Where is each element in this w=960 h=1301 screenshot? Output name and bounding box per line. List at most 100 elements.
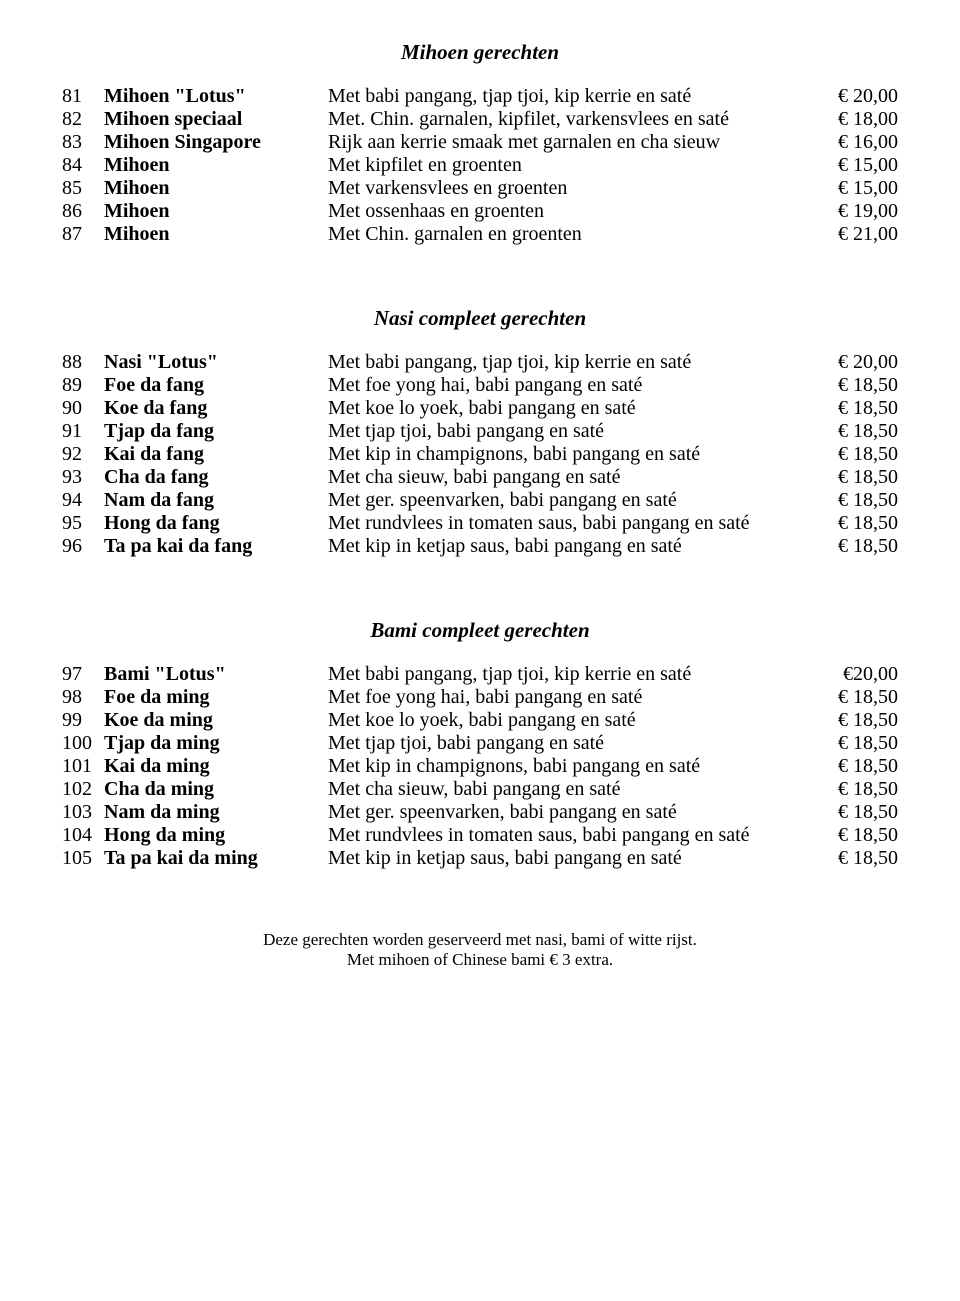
item-description: Met cha sieuw, babi pangang en saté <box>326 466 806 489</box>
menu-row: 105Ta pa kai da mingMet kip in ketjap sa… <box>60 847 900 870</box>
menu-row: 97Bami "Lotus"Met babi pangang, tjap tjo… <box>60 663 900 686</box>
item-price: € 18,50 <box>806 847 900 870</box>
menu-row: 91Tjap da fangMet tjap tjoi, babi pangan… <box>60 420 900 443</box>
item-number: 87 <box>60 223 102 246</box>
item-description: Met. Chin. garnalen, kipfilet, varkensvl… <box>326 108 806 131</box>
menu-row: 96Ta pa kai da fangMet kip in ketjap sau… <box>60 535 900 558</box>
section-title: Mihoen gerechten <box>60 40 900 65</box>
menu-row: 95Hong da fangMet rundvlees in tomaten s… <box>60 512 900 535</box>
item-number: 102 <box>60 778 102 801</box>
menu-row: 99Koe da mingMet koe lo yoek, babi panga… <box>60 709 900 732</box>
item-number: 93 <box>60 466 102 489</box>
menu-row: 87MihoenMet Chin. garnalen en groenten€ … <box>60 223 900 246</box>
item-name: Koe da ming <box>102 709 326 732</box>
menu-row: 85MihoenMet varkensvlees en groenten€ 15… <box>60 177 900 200</box>
item-price: € 18,50 <box>806 420 900 443</box>
item-description: Met koe lo yoek, babi pangang en saté <box>326 709 806 732</box>
item-name: Kai da fang <box>102 443 326 466</box>
footer-line-2: Met mihoen of Chinese bami € 3 extra. <box>347 950 613 969</box>
menu-row: 101Kai da mingMet kip in champignons, ba… <box>60 755 900 778</box>
item-price: € 15,00 <box>806 177 900 200</box>
item-price: € 18,50 <box>806 512 900 535</box>
menu-row: 93Cha da fangMet cha sieuw, babi pangang… <box>60 466 900 489</box>
item-number: 101 <box>60 755 102 778</box>
item-name: Mihoen <box>102 200 326 223</box>
section-title: Bami compleet gerechten <box>60 618 900 643</box>
item-name: Cha da ming <box>102 778 326 801</box>
item-description: Met babi pangang, tjap tjoi, kip kerrie … <box>326 85 806 108</box>
item-name: Bami "Lotus" <box>102 663 326 686</box>
item-name: Mihoen "Lotus" <box>102 85 326 108</box>
item-number: 95 <box>60 512 102 535</box>
item-price: € 18,50 <box>806 732 900 755</box>
item-number: 83 <box>60 131 102 154</box>
menu-row: 83Mihoen SingaporeRijk aan kerrie smaak … <box>60 131 900 154</box>
menu-row: 104Hong da mingMet rundvlees in tomaten … <box>60 824 900 847</box>
item-price: € 18,50 <box>806 374 900 397</box>
item-description: Met kip in ketjap saus, babi pangang en … <box>326 847 806 870</box>
item-description: Met ger. speenvarken, babi pangang en sa… <box>326 801 806 824</box>
item-name: Ta pa kai da ming <box>102 847 326 870</box>
item-number: 100 <box>60 732 102 755</box>
item-price: € 18,50 <box>806 686 900 709</box>
item-number: 85 <box>60 177 102 200</box>
item-name: Mihoen <box>102 177 326 200</box>
menu-row: 100Tjap da mingMet tjap tjoi, babi panga… <box>60 732 900 755</box>
item-price: € 15,00 <box>806 154 900 177</box>
item-name: Mihoen <box>102 154 326 177</box>
item-number: 91 <box>60 420 102 443</box>
footer-line-1: Deze gerechten worden geserveerd met nas… <box>263 930 697 949</box>
item-number: 82 <box>60 108 102 131</box>
item-description: Met ossenhaas en groenten <box>326 200 806 223</box>
item-description: Met ger. speenvarken, babi pangang en sa… <box>326 489 806 512</box>
item-description: Met cha sieuw, babi pangang en saté <box>326 778 806 801</box>
item-number: 92 <box>60 443 102 466</box>
footer-note: Deze gerechten worden geserveerd met nas… <box>60 930 900 971</box>
item-price: € 18,50 <box>806 535 900 558</box>
item-price: € 18,50 <box>806 709 900 732</box>
item-price: € 18,50 <box>806 801 900 824</box>
menu-row: 94Nam da fangMet ger. speenvarken, babi … <box>60 489 900 512</box>
menu-row: 82Mihoen speciaalMet. Chin. garnalen, ki… <box>60 108 900 131</box>
item-price: € 20,00 <box>806 85 900 108</box>
item-name: Cha da fang <box>102 466 326 489</box>
item-price: € 18,50 <box>806 489 900 512</box>
item-name: Koe da fang <box>102 397 326 420</box>
menu-row: 90Koe da fangMet koe lo yoek, babi panga… <box>60 397 900 420</box>
item-description: Met rundvlees in tomaten saus, babi pang… <box>326 824 806 847</box>
item-name: Foe da fang <box>102 374 326 397</box>
item-description: Met foe yong hai, babi pangang en saté <box>326 374 806 397</box>
item-name: Mihoen <box>102 223 326 246</box>
menu-row: 84MihoenMet kipfilet en groenten€ 15,00 <box>60 154 900 177</box>
item-number: 104 <box>60 824 102 847</box>
item-description: Met tjap tjoi, babi pangang en saté <box>326 420 806 443</box>
item-description: Rijk aan kerrie smaak met garnalen en ch… <box>326 131 806 154</box>
item-name: Ta pa kai da fang <box>102 535 326 558</box>
menu-row: 103Nam da mingMet ger. speenvarken, babi… <box>60 801 900 824</box>
item-description: Met kipfilet en groenten <box>326 154 806 177</box>
item-description: Met koe lo yoek, babi pangang en saté <box>326 397 806 420</box>
item-price: € 18,50 <box>806 824 900 847</box>
item-number: 81 <box>60 85 102 108</box>
menu-row: 81Mihoen "Lotus"Met babi pangang, tjap t… <box>60 85 900 108</box>
menu-row: 88Nasi "Lotus"Met babi pangang, tjap tjo… <box>60 351 900 374</box>
item-name: Hong da ming <box>102 824 326 847</box>
item-description: Met tjap tjoi, babi pangang en saté <box>326 732 806 755</box>
item-number: 86 <box>60 200 102 223</box>
menu-row: 98Foe da mingMet foe yong hai, babi pang… <box>60 686 900 709</box>
item-price: € 21,00 <box>806 223 900 246</box>
item-description: Met foe yong hai, babi pangang en saté <box>326 686 806 709</box>
item-number: 94 <box>60 489 102 512</box>
menu-table: 88Nasi "Lotus"Met babi pangang, tjap tjo… <box>60 351 900 558</box>
item-price: € 20,00 <box>806 351 900 374</box>
item-number: 96 <box>60 535 102 558</box>
item-name: Nam da ming <box>102 801 326 824</box>
item-price: € 18,00 <box>806 108 900 131</box>
item-number: 99 <box>60 709 102 732</box>
menu-table: 81Mihoen "Lotus"Met babi pangang, tjap t… <box>60 85 900 246</box>
item-name: Foe da ming <box>102 686 326 709</box>
item-name: Nasi "Lotus" <box>102 351 326 374</box>
item-description: Met kip in ketjap saus, babi pangang en … <box>326 535 806 558</box>
item-name: Tjap da fang <box>102 420 326 443</box>
item-name: Mihoen Singapore <box>102 131 326 154</box>
